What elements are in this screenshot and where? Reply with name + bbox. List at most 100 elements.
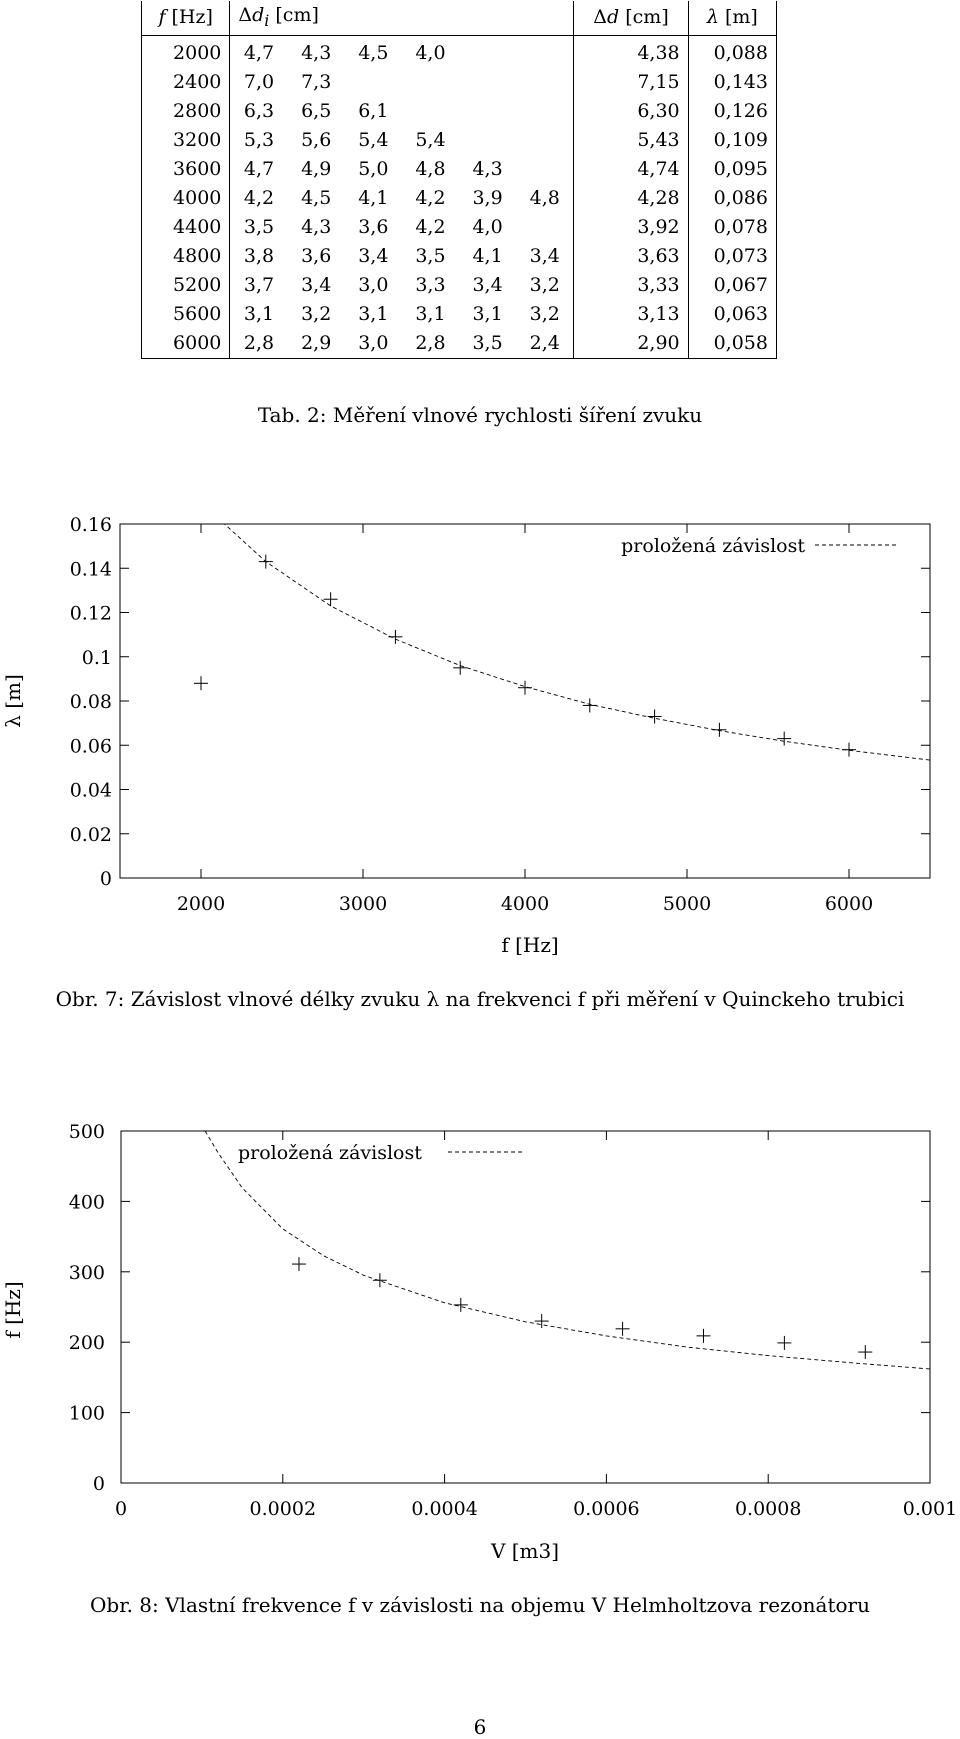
- cell-di: 3,0: [344, 328, 402, 359]
- y-axis-label: f [Hz]: [1, 1281, 25, 1338]
- cell-di: 3,8: [243, 244, 275, 267]
- data-point: [453, 1297, 468, 1312]
- y-tick-label: 0.12: [70, 603, 112, 625]
- cell-di: 3,2: [529, 273, 560, 296]
- cell-di: 3,5: [415, 244, 446, 267]
- table-row: 4000 4,2 4,5 4,1 4,2 3,9 4,8 4,28 0,086: [140, 183, 778, 213]
- plot-frame: [120, 1130, 931, 1484]
- cell-di: 3,6: [301, 244, 332, 267]
- cell-di: 4,8: [415, 157, 446, 180]
- cell-di: 5,6: [301, 128, 332, 151]
- data-point: [372, 1273, 387, 1288]
- cell-di: 3,4: [529, 244, 560, 267]
- y-tick-label: 300: [69, 1262, 105, 1284]
- x-axis-label: V [m3]: [490, 1539, 559, 1563]
- cell-di: 3,3: [415, 273, 446, 296]
- y-tick-label: 0.14: [70, 558, 112, 580]
- cell-di: 6,5: [301, 99, 332, 122]
- cell-di: [345, 68, 402, 97]
- cell-di: 5,4: [415, 128, 446, 151]
- cell-di: [402, 68, 459, 97]
- cell-di: 4,3: [301, 41, 332, 64]
- cell-frequency: 4400: [140, 212, 231, 242]
- y-tick-label: 0.06: [70, 735, 112, 757]
- cell-di: 3,4: [301, 273, 332, 296]
- header-f: f [Hz]: [140, 1, 231, 36]
- plot-frame: [119, 523, 931, 879]
- y-tick-label: 200: [69, 1332, 105, 1354]
- table-row: 6000 2,8 2,9 3,0 2,8 3,5 2,4 2,90 0,058: [140, 328, 778, 359]
- data-point: [777, 731, 792, 746]
- y-tick-label: 0.1: [82, 647, 112, 669]
- data-point: [582, 698, 597, 713]
- fit-curve: [204, 1131, 930, 1370]
- cell-wavelength: 0,109: [688, 125, 778, 155]
- cell-di: 5,4: [358, 128, 389, 151]
- cell-wavelength: 0,143: [688, 67, 778, 97]
- cell-mean-d: 7,15: [573, 67, 689, 97]
- table-row: 4800 3,8 3,6 3,4 3,5 4,1 3,4 3,63 0,073: [140, 241, 778, 271]
- data-point: [453, 660, 468, 675]
- x-tick-label: 0.0008: [735, 1498, 801, 1520]
- figure-8-caption: Obr. 8: Vlastní frekvence f v závislosti…: [0, 1593, 960, 1617]
- cell-di: 4,9: [301, 157, 332, 180]
- table-row: 2800 6,3 6,5 6,1 6,30 0,126: [140, 96, 778, 126]
- data-point: [647, 709, 662, 724]
- cell-di: 3,1: [243, 302, 275, 325]
- cell-mean-d: 5,43: [573, 125, 689, 155]
- measurement-table: f [Hz] Δdi [cm] Δd [cm] λ [m] 2000 4,7 4,3…: [140, 1, 778, 359]
- y-tick-label: 0.04: [70, 780, 112, 802]
- cell-di: [459, 39, 516, 68]
- table-row: 4400 3,5 4,3 3,6 4,2 4,0 3,92 0,078: [140, 212, 778, 242]
- x-tick-label: 4000: [501, 893, 549, 915]
- y-tick-label: 0.16: [70, 514, 112, 536]
- figure-8-caption-text: Obr. 8: Vlastní frekvence f v závislosti…: [90, 1593, 870, 1617]
- x-tick-label: 0: [115, 1498, 127, 1520]
- legend-label: proložená závislost: [238, 1142, 422, 1164]
- cell-di: 4,8: [529, 186, 560, 209]
- cell-di: 3,1: [472, 302, 503, 325]
- x-tick-label: 2000: [177, 893, 225, 915]
- cell-di: [459, 126, 516, 155]
- header-avg: Δd [cm]: [573, 1, 689, 36]
- y-tick-label: 0: [93, 1473, 105, 1495]
- cell-di: 4,2: [243, 186, 275, 209]
- table-row: 2000 4,7 4,3 4,5 4,0 4,38 0,088: [140, 38, 778, 68]
- cell-di: 4,1: [472, 244, 503, 267]
- table-row: 3200 5,3 5,6 5,4 5,4 5,43 0,109: [140, 125, 778, 155]
- cell-frequency: 3600: [140, 154, 231, 184]
- table-body: 2000 4,7 4,3 4,5 4,0 4,38 0,088 2400 7,0 7,3 7,15 0…: [140, 38, 778, 359]
- cell-di: 3,4: [358, 244, 389, 267]
- cell-mean-d: 3,13: [573, 299, 689, 329]
- cell-frequency: 5600: [140, 299, 231, 329]
- cell-di: 2,4: [516, 328, 574, 359]
- data-point: [291, 1257, 306, 1272]
- x-tick-label: 6000: [825, 893, 873, 915]
- data-point: [615, 1321, 630, 1336]
- cell-di: [516, 126, 574, 155]
- y-tick-label: 0.02: [70, 824, 112, 846]
- cell-di: 3,1: [415, 302, 446, 325]
- cell-di: 5,0: [358, 157, 389, 180]
- cell-di: 3,5: [243, 215, 275, 238]
- x-tick-label: 0.001: [903, 1498, 957, 1520]
- cell-di: 3,7: [243, 273, 275, 296]
- header-di: Δdi [cm]: [229, 1, 574, 36]
- data-point: [777, 1335, 792, 1350]
- data-point: [518, 680, 532, 695]
- cell-di: 6,1: [358, 99, 389, 122]
- header-separator: [140, 34, 778, 39]
- cell-mean-d: 4,28: [573, 183, 689, 213]
- figure-7-caption-text: Obr. 7: Závislost vlnové délky zvuku λ n…: [55, 987, 905, 1011]
- cell-mean-d: 2,90: [573, 328, 689, 359]
- cell-di: 2,8: [229, 328, 288, 359]
- cell-di: [516, 97, 574, 126]
- cell-di: 4,3: [301, 215, 332, 238]
- cell-di: [459, 97, 516, 126]
- data-point: [842, 742, 856, 757]
- cell-frequency: 5200: [140, 270, 231, 300]
- cell-wavelength: 0,073: [688, 241, 778, 271]
- fit-curve: [223, 524, 930, 761]
- page-number: 6: [473, 1715, 487, 1739]
- cell-di: 4,7: [243, 41, 275, 64]
